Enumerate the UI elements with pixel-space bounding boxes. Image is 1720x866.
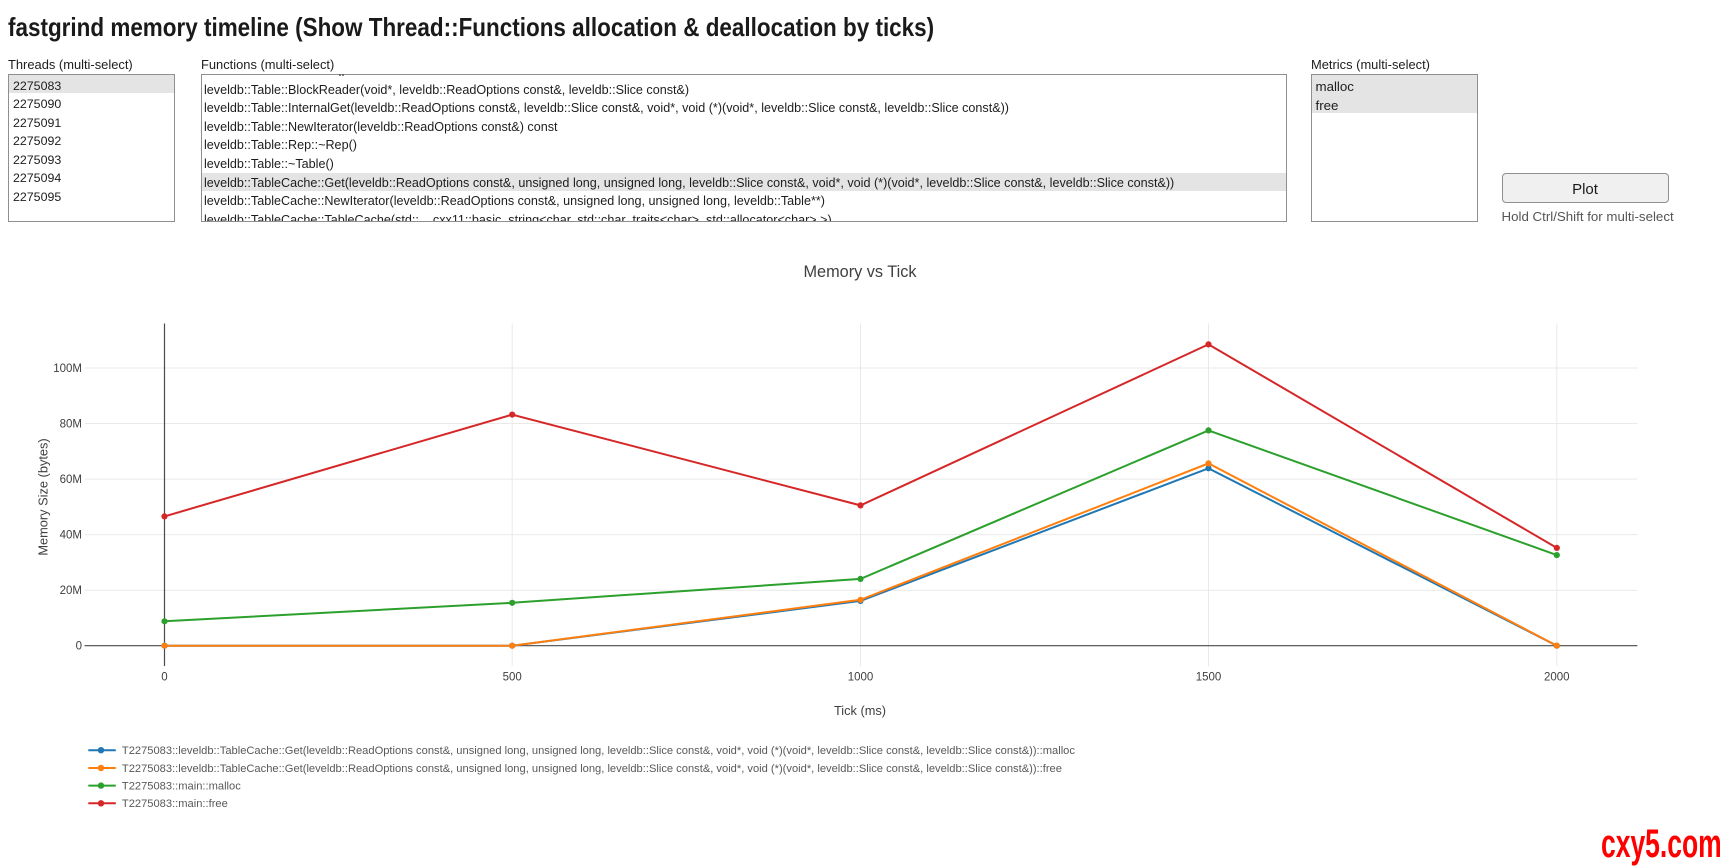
svg-text:T2275083::leveldb::TableCache:: T2275083::leveldb::TableCache::Get(level… [122,745,1075,757]
svg-text:0: 0 [76,641,82,653]
svg-text:2000: 2000 [1544,672,1570,684]
svg-text:40M: 40M [60,530,82,542]
svg-text:1500: 1500 [1196,672,1222,684]
svg-text:80M: 80M [60,418,82,430]
svg-text:Memory vs Tick: Memory vs Tick [803,263,917,281]
svg-text:0: 0 [161,672,167,684]
svg-text:100M: 100M [53,363,82,375]
svg-text:20M: 20M [60,585,82,597]
svg-text:Tick (ms): Tick (ms) [834,703,886,718]
svg-text:Memory Size (bytes): Memory Size (bytes) [36,438,51,555]
svg-text:60M: 60M [60,474,82,486]
svg-text:500: 500 [503,672,522,684]
svg-text:T2275083::leveldb::TableCache:: T2275083::leveldb::TableCache::Get(level… [122,763,1062,775]
svg-text:1000: 1000 [848,672,874,684]
svg-text:T2275083::main::malloc: T2275083::main::malloc [122,780,241,792]
svg-text:T2275083::main::free: T2275083::main::free [122,798,228,810]
